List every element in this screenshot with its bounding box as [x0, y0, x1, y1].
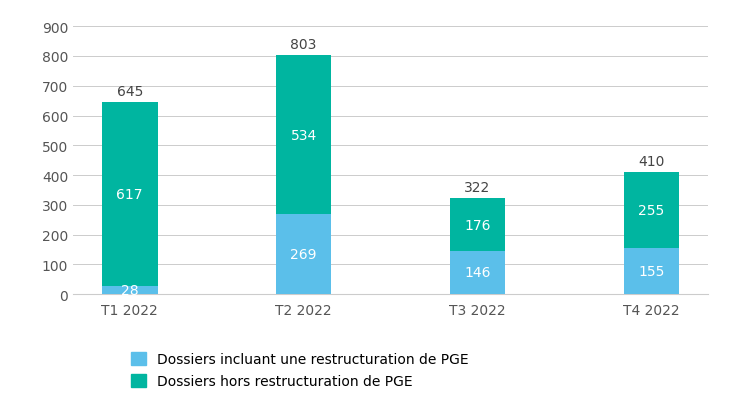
- Bar: [450, 251, 505, 294]
- Text: 269: 269: [291, 247, 317, 261]
- Text: 322: 322: [464, 180, 491, 194]
- Text: 28: 28: [121, 283, 139, 297]
- Legend: Dossiers incluant une restructuration de PGE, Dossiers hors restructuration de P: Dossiers incluant une restructuration de…: [131, 352, 469, 389]
- Text: 176: 176: [464, 218, 491, 232]
- Text: 410: 410: [638, 154, 664, 168]
- Bar: [276, 56, 331, 215]
- Bar: [623, 248, 679, 294]
- Text: 803: 803: [291, 38, 317, 52]
- Bar: [623, 173, 679, 248]
- Bar: [102, 103, 158, 286]
- Bar: [276, 215, 331, 294]
- Text: 617: 617: [117, 188, 143, 202]
- Text: 645: 645: [117, 84, 143, 99]
- Text: 534: 534: [291, 128, 317, 142]
- Text: 255: 255: [638, 204, 664, 218]
- Text: 155: 155: [638, 265, 664, 279]
- Text: 146: 146: [464, 266, 491, 280]
- Bar: [450, 199, 505, 251]
- Bar: [102, 286, 158, 294]
